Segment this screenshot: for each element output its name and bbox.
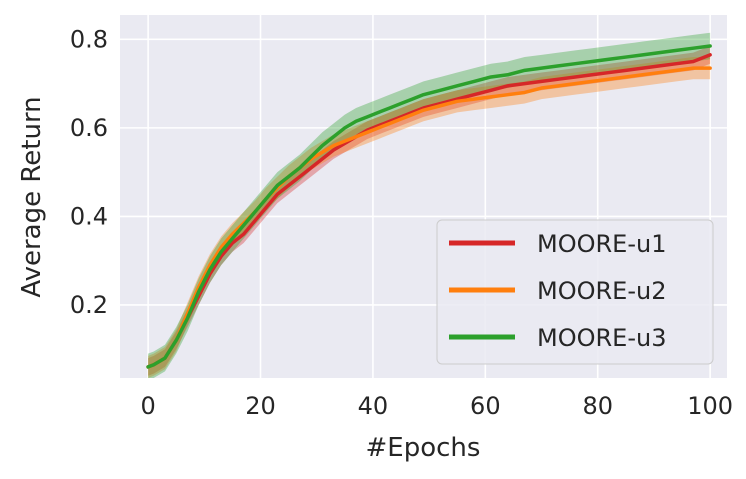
x-tick-label: 80 (582, 392, 613, 420)
x-tick-label: 40 (358, 392, 389, 420)
x-tick-label: 0 (140, 392, 155, 420)
y-tick-labels: 0.2 0.4 0.6 0.8 (70, 25, 108, 319)
x-tick-label: 60 (470, 392, 501, 420)
y-tick-label: 0.6 (70, 114, 108, 142)
x-axis-label: #Epochs (366, 433, 481, 463)
legend-label-moore-u2: MOORE-u2 (537, 277, 666, 305)
legend: MOORE-u1 MOORE-u2 MOORE-u3 (436, 219, 714, 365)
y-tick-label: 0.2 (70, 291, 108, 319)
legend-label-moore-u3: MOORE-u3 (537, 324, 666, 352)
x-tick-label: 20 (245, 392, 276, 420)
legend-label-moore-u1: MOORE-u1 (537, 230, 666, 258)
legend-box (436, 219, 714, 365)
series-line (146, 44, 712, 369)
x-tick-label: 100 (687, 392, 733, 420)
x-tick-labels: 0 20 40 60 80 100 (140, 392, 733, 420)
confidence-band (148, 45, 711, 376)
series-line (146, 66, 712, 369)
y-tick-label: 0.4 (70, 202, 108, 230)
series-lines (146, 44, 712, 369)
y-tick-label: 0.8 (70, 25, 108, 53)
series-line (146, 53, 712, 369)
y-axis-label: Average Return (17, 96, 47, 297)
